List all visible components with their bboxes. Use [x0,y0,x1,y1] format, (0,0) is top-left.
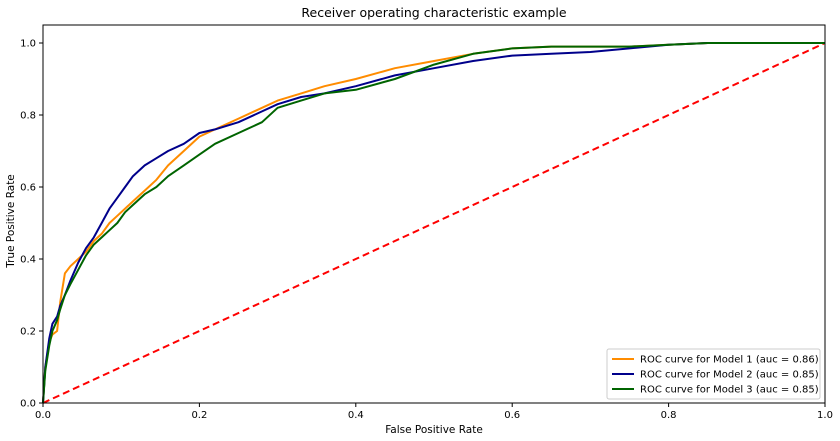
x-axis-label: False Positive Rate [385,424,483,436]
y-tick-label: 0.2 [20,327,36,338]
x-tick-label: 0.6 [504,410,520,421]
y-tick-label: 0.4 [20,255,36,266]
legend-item-label: ROC curve for Model 2 (auc = 0.85) [640,370,819,381]
legend-item-label: ROC curve for Model 3 (auc = 0.85) [640,385,819,396]
y-tick-label: 1.0 [20,39,36,50]
plot-frame [42,24,826,404]
legend-item-label: ROC curve for Model 1 (auc = 0.86) [640,355,819,366]
x-tick-label: 0.8 [661,410,677,421]
y-axis-label: True Positive Rate [5,174,17,269]
x-tick-label: 0.0 [35,410,51,421]
x-tick-label: 0.4 [348,410,364,421]
plot-area [42,42,826,404]
y-axis: 0.0 0.2 0.4 0.6 0.8 1.0 [20,39,43,410]
y-tick-label: 0.8 [20,111,36,122]
y-tick-label: 0.6 [20,183,36,194]
chart-title: Receiver operating characteristic exampl… [301,5,567,20]
roc-curve-model-3 [42,42,825,404]
x-axis: 0.0 0.2 0.4 0.6 0.8 1.0 [35,403,833,421]
legend: ROC curve for Model 1 (auc = 0.86) ROC cu… [606,348,821,400]
legend-box [606,348,821,400]
chance-diagonal-line [42,42,826,404]
x-tick-label: 0.2 [191,410,207,421]
y-tick-label: 0.0 [20,399,36,410]
x-tick-label: 1.0 [817,410,833,421]
